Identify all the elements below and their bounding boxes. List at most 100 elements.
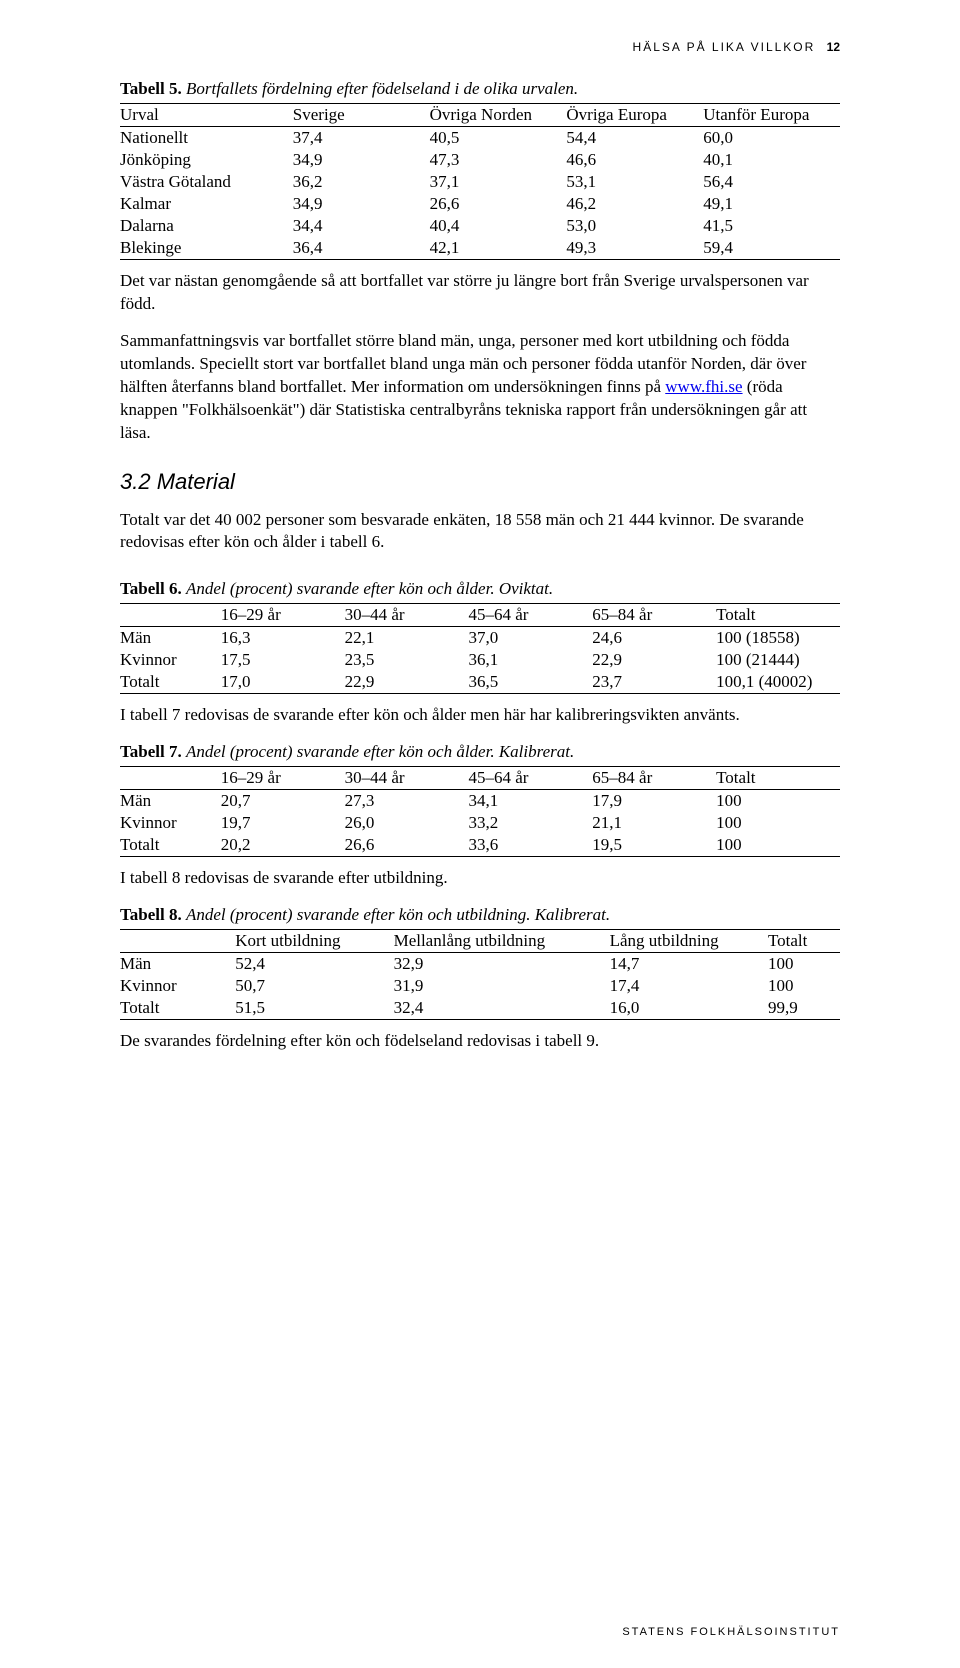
cell: Män	[120, 953, 235, 976]
cell: 100	[716, 834, 840, 857]
cell: 24,6	[592, 627, 716, 650]
cell: 51,5	[235, 997, 393, 1020]
cell: 40,5	[430, 126, 567, 149]
table-row: Kalmar 34,9 26,6 46,2 49,1	[120, 193, 840, 215]
cell: 40,4	[430, 215, 567, 237]
table-row: Nationellt 37,4 40,5 54,4 60,0	[120, 126, 840, 149]
section-heading: 3.2 Material	[120, 469, 840, 495]
cell: 22,9	[592, 649, 716, 671]
cell: Totalt	[120, 671, 221, 694]
cell: 100 (18558)	[716, 627, 840, 650]
cell: 60,0	[703, 126, 840, 149]
cell: 100	[768, 975, 840, 997]
table-header-row: Kort utbildning Mellanlång utbildning Lå…	[120, 930, 840, 953]
table5-caption-text: Bortfallets fördelning efter födelseland…	[186, 79, 578, 98]
table-row: Blekinge 36,4 42,1 49,3 59,4	[120, 237, 840, 260]
paragraph: I tabell 7 redovisas de svarande efter k…	[120, 704, 840, 727]
cell: 32,9	[394, 953, 610, 976]
cell: Jönköping	[120, 149, 293, 171]
col-header: Urval	[120, 103, 293, 126]
paragraph: Totalt var det 40 002 personer som besva…	[120, 509, 840, 555]
col-header: Övriga Norden	[430, 103, 567, 126]
paragraph: De svarandes fördelning efter kön och fö…	[120, 1030, 840, 1053]
cell: Kvinnor	[120, 812, 221, 834]
table-row: Totalt 20,2 26,6 33,6 19,5 100	[120, 834, 840, 857]
cell: 56,4	[703, 171, 840, 193]
col-header: 30–44 år	[345, 604, 469, 627]
table7-caption: Tabell 7. Andel (procent) svarande efter…	[120, 741, 840, 764]
cell: 17,9	[592, 790, 716, 813]
cell: 36,2	[293, 171, 430, 193]
table-row: Kvinnor 50,7 31,9 17,4 100	[120, 975, 840, 997]
col-header: 65–84 år	[592, 604, 716, 627]
cell: 26,6	[430, 193, 567, 215]
cell: Nationellt	[120, 126, 293, 149]
cell: 59,4	[703, 237, 840, 260]
cell: 36,4	[293, 237, 430, 260]
table6-caption: Tabell 6. Andel (procent) svarande efter…	[120, 578, 840, 601]
cell: 23,5	[345, 649, 469, 671]
table-row: Totalt 17,0 22,9 36,5 23,7 100,1 (40002)	[120, 671, 840, 694]
col-header: 45–64 år	[468, 767, 592, 790]
cell: 31,9	[394, 975, 610, 997]
col-header: Övriga Europa	[566, 103, 703, 126]
cell: 32,4	[394, 997, 610, 1020]
cell: 100	[716, 790, 840, 813]
cell: 34,4	[293, 215, 430, 237]
cell: 27,3	[345, 790, 469, 813]
cell: 17,0	[221, 671, 345, 694]
cell: 100,1 (40002)	[716, 671, 840, 694]
table-row: Män 20,7 27,3 34,1 17,9 100	[120, 790, 840, 813]
cell: 47,3	[430, 149, 567, 171]
cell: 22,9	[345, 671, 469, 694]
col-header: Lång utbildning	[610, 930, 768, 953]
table-row: Jönköping 34,9 47,3 46,6 40,1	[120, 149, 840, 171]
cell: 34,1	[468, 790, 592, 813]
cell: 34,9	[293, 193, 430, 215]
col-header: Kort utbildning	[235, 930, 393, 953]
col-header	[120, 767, 221, 790]
table8: Kort utbildning Mellanlång utbildning Lå…	[120, 929, 840, 1020]
table6-caption-text: Andel (procent) svarande efter kön och å…	[186, 579, 553, 598]
fhi-link[interactable]: www.fhi.se	[665, 377, 742, 396]
table5-caption: Tabell 5. Bortfallets fördelning efter f…	[120, 78, 840, 101]
col-header: 30–44 år	[345, 767, 469, 790]
col-header: Totalt	[768, 930, 840, 953]
table-row: Kvinnor 17,5 23,5 36,1 22,9 100 (21444)	[120, 649, 840, 671]
table-row: Västra Götaland 36,2 37,1 53,1 56,4	[120, 171, 840, 193]
cell: 100	[716, 812, 840, 834]
cell: 37,1	[430, 171, 567, 193]
table8-caption-label: Tabell 8.	[120, 905, 182, 924]
col-header: 45–64 år	[468, 604, 592, 627]
cell: Kalmar	[120, 193, 293, 215]
cell: 16,0	[610, 997, 768, 1020]
paragraph: I tabell 8 redovisas de svarande efter u…	[120, 867, 840, 890]
table8-caption: Tabell 8. Andel (procent) svarande efter…	[120, 904, 840, 927]
table5: Urval Sverige Övriga Norden Övriga Europ…	[120, 103, 840, 260]
cell: 37,4	[293, 126, 430, 149]
cell: 50,7	[235, 975, 393, 997]
cell: Män	[120, 627, 221, 650]
cell: 26,0	[345, 812, 469, 834]
page-number: 12	[827, 40, 840, 54]
col-header: Totalt	[716, 604, 840, 627]
cell: Män	[120, 790, 221, 813]
cell: 41,5	[703, 215, 840, 237]
cell: 52,4	[235, 953, 393, 976]
col-header: 16–29 år	[221, 604, 345, 627]
cell: 42,1	[430, 237, 567, 260]
cell: 19,5	[592, 834, 716, 857]
cell: 46,2	[566, 193, 703, 215]
table-header-row: 16–29 år 30–44 år 45–64 år 65–84 år Tota…	[120, 767, 840, 790]
col-header: Totalt	[716, 767, 840, 790]
cell: 36,1	[468, 649, 592, 671]
cell: 46,6	[566, 149, 703, 171]
cell: 54,4	[566, 126, 703, 149]
col-header	[120, 604, 221, 627]
col-header: 16–29 år	[221, 767, 345, 790]
cell: Dalarna	[120, 215, 293, 237]
cell: 17,5	[221, 649, 345, 671]
cell: 53,1	[566, 171, 703, 193]
cell: 100	[768, 953, 840, 976]
cell: 49,3	[566, 237, 703, 260]
